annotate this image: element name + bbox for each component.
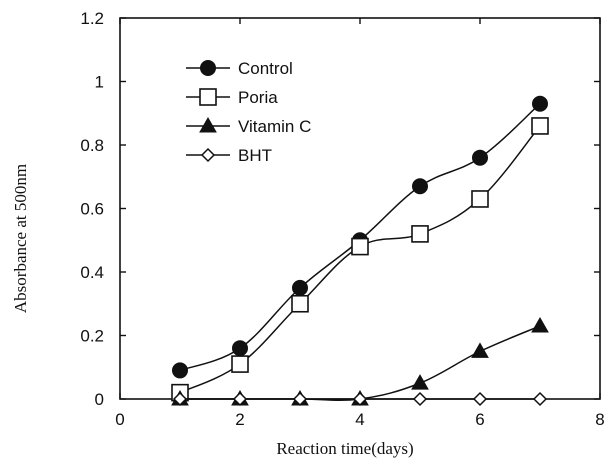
legend-label: BHT — [238, 146, 272, 165]
data-point-control — [232, 340, 248, 357]
axes — [119, 17, 601, 400]
data-point-bht — [532, 391, 548, 407]
data-point-bht — [472, 391, 488, 407]
data-point-vitamin-c — [531, 316, 549, 333]
legend-item-vitamin-c: Vitamin C — [186, 116, 311, 136]
data-point-poria — [291, 294, 309, 313]
legend-item-control: Control — [186, 59, 293, 78]
data-point-vitamin-c — [411, 374, 429, 390]
data-point-control — [472, 149, 488, 166]
legend-item-bht: BHT — [186, 146, 272, 165]
data-point-poria — [231, 355, 249, 373]
data-point-control — [412, 178, 428, 195]
series-bht — [172, 391, 548, 407]
data-point-poria — [411, 225, 429, 243]
data-point-poria — [351, 237, 369, 256]
data-point-control — [532, 95, 548, 112]
legend-marker-vitamin-c — [199, 116, 217, 133]
series-group — [171, 95, 549, 407]
x-tick-label: 6 — [475, 410, 484, 429]
data-point-poria — [471, 190, 489, 208]
tick-labels: 0 2 4 6 8 0 0.2 0.4 0.6 0.8 1 1.2 — [80, 9, 604, 429]
data-point-bht — [412, 391, 428, 407]
data-point-control — [172, 362, 188, 379]
y-tick-label: 1.2 — [80, 9, 104, 28]
data-point-control — [292, 279, 308, 296]
x-tick-label: 4 — [355, 410, 364, 429]
series-control — [172, 95, 548, 379]
data-point-poria — [531, 117, 549, 135]
series-poria — [171, 117, 549, 402]
legend-label: Vitamin C — [238, 117, 311, 136]
x-axis-title: Reaction time(days) — [276, 439, 413, 458]
data-point-bht — [172, 391, 188, 407]
data-point-bht — [232, 391, 248, 407]
data-point-bht — [352, 391, 368, 407]
legend-marker-poria — [199, 88, 217, 106]
y-tick-label: 0.6 — [80, 200, 104, 219]
y-axis-title: Absorbance at 500nm — [11, 164, 30, 313]
legend-label: Poria — [238, 88, 278, 107]
data-point-bht — [292, 391, 308, 407]
legend: Control Poria Vitamin C BHT — [186, 59, 311, 165]
x-tick-label: 8 — [595, 410, 604, 429]
legend-marker-control — [200, 60, 216, 76]
data-point-vitamin-c — [471, 342, 489, 358]
x-tick-label: 2 — [235, 410, 244, 429]
y-tick-label: 0.4 — [80, 263, 104, 282]
y-tick-label: 0.2 — [80, 327, 104, 346]
legend-marker-bht — [200, 147, 216, 163]
plot-frame — [119, 17, 601, 400]
y-tick-label: 0 — [95, 390, 104, 409]
y-tick-label: 1 — [95, 73, 104, 92]
legend-label: Control — [238, 59, 293, 78]
y-tick-label: 0.8 — [80, 136, 104, 155]
x-tick-label: 0 — [115, 410, 124, 429]
legend-item-poria: Poria — [186, 88, 278, 107]
